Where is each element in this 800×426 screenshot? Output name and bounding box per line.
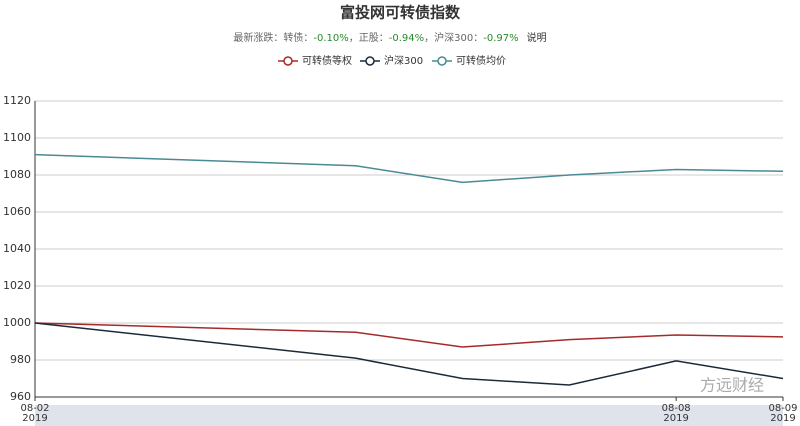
- zoom-slider[interactable]: [35, 405, 783, 426]
- subtitle: 最新涨跌：转债：-0.10%，正股：-0.94%，沪深300：-0.97% 说明: [233, 31, 546, 44]
- subtitle-value: -0.97%: [483, 33, 518, 44]
- y-tick-label: 1000: [3, 316, 31, 329]
- legend-label: 沪深300: [384, 54, 423, 67]
- chart-title: 富投网可转债指数: [340, 4, 461, 22]
- watermark: 方远财经: [700, 376, 764, 395]
- subtitle-link[interactable]: 说明: [527, 31, 547, 44]
- legend-label: 可转债等权: [302, 54, 352, 67]
- x-tick-label: 08-02 2019: [20, 403, 49, 424]
- subtitle-text: ，正股：: [349, 32, 389, 44]
- legend-item[interactable]: 可转债等权: [278, 54, 352, 67]
- x-tick-label: 08-08 2019: [662, 403, 691, 424]
- y-tick-label: 1020: [3, 279, 31, 292]
- x-tick-label-line: 2019: [663, 413, 688, 424]
- subtitle-value: -0.10%: [313, 33, 348, 44]
- y-tick-label: 1040: [3, 242, 31, 255]
- subtitle-text: ，沪深300：: [424, 31, 483, 44]
- x-tick-label-line: 08-09: [768, 403, 797, 414]
- series-line: [34, 322, 784, 386]
- series-line: [34, 153, 784, 184]
- legend-marker: [437, 56, 447, 66]
- y-tick-label: 1060: [3, 205, 31, 218]
- legend-item[interactable]: 可转债均价: [432, 54, 506, 67]
- x-tick-label-line: 08-02: [20, 403, 49, 414]
- x-tick-label-line: 2019: [770, 413, 795, 424]
- x-tick-label-line: 08-08: [662, 403, 691, 414]
- y-tick-label: 1120: [3, 94, 31, 107]
- legend-label: 可转债均价: [456, 54, 506, 67]
- x-tick-label-line: 2019: [22, 413, 47, 424]
- legend-marker: [283, 56, 293, 66]
- x-tick-label: 08-09 2019: [768, 403, 797, 424]
- y-tick-label: 960: [10, 390, 31, 403]
- legend-marker: [365, 56, 375, 66]
- series-line: [34, 322, 784, 348]
- subtitle-value: -0.94%: [389, 33, 424, 44]
- y-tick-label: 1080: [3, 168, 31, 181]
- subtitle-text: 最新涨跌：转债：: [233, 31, 313, 44]
- y-tick-label: 980: [10, 353, 31, 366]
- legend-item[interactable]: 沪深300: [360, 54, 423, 67]
- y-tick-label: 1100: [3, 131, 31, 144]
